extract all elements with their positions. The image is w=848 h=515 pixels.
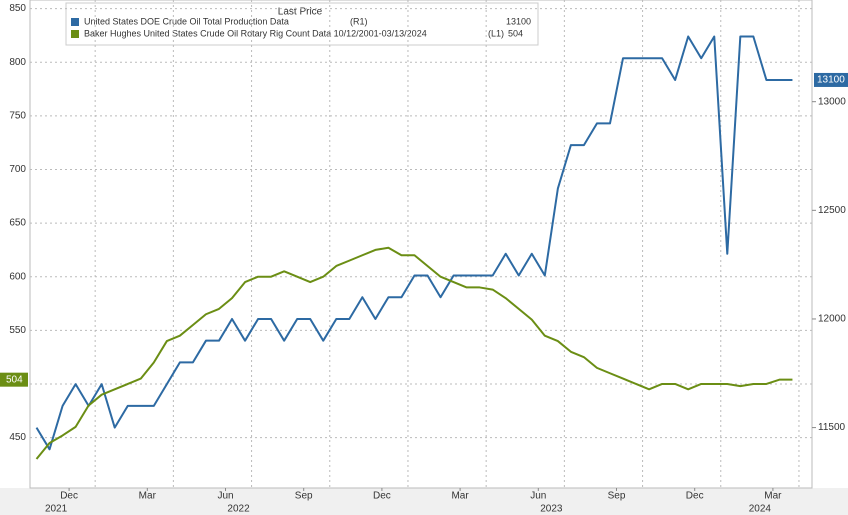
y-tick-label: 550 xyxy=(9,325,26,336)
last-price-label: 504 xyxy=(6,374,23,385)
y2-tick-label: 13000 xyxy=(818,96,846,107)
legend-label: United States DOE Crude Oil Total Produc… xyxy=(84,16,289,26)
legend: Last Price United States DOE Crude Oil T… xyxy=(65,2,539,46)
year-label: 2024 xyxy=(749,504,772,515)
series-line xyxy=(35,35,793,451)
legend-swatch xyxy=(71,18,79,26)
y2-tick-label: 12500 xyxy=(818,205,846,216)
x-tick-label: Mar xyxy=(451,491,469,502)
x-tick-label: Jun xyxy=(217,491,233,502)
legend-axis: (R1) xyxy=(350,16,368,26)
legend-box xyxy=(65,2,539,46)
y-tick-label: 600 xyxy=(9,271,26,282)
x-axis-band xyxy=(0,488,848,515)
y-tick-label: 850 xyxy=(9,3,26,14)
y2-tick-label: 12000 xyxy=(818,314,846,325)
y-tick-label: 450 xyxy=(9,432,26,443)
x-tick-label: Mar xyxy=(139,491,157,502)
x-tick-label: Dec xyxy=(686,491,704,502)
x-tick-label: Sep xyxy=(295,491,313,502)
legend-value: 13100 xyxy=(506,16,531,26)
legend-axis: (L1) xyxy=(488,28,504,38)
legend-label: Baker Hughes United States Crude Oil Rot… xyxy=(84,28,427,38)
legend-value: 504 xyxy=(508,28,523,38)
legend-title: Last Price xyxy=(278,7,323,18)
series-line xyxy=(35,246,793,460)
y-tick-label: 750 xyxy=(9,110,26,121)
x-tick-label: Jun xyxy=(530,491,546,502)
plot-frame xyxy=(29,0,813,489)
year-label: 2023 xyxy=(540,504,563,515)
year-label: 2022 xyxy=(227,504,250,515)
last-price-tag xyxy=(0,372,28,387)
x-tick-label: Dec xyxy=(60,491,78,502)
y2-tick-label: 11500 xyxy=(818,422,846,433)
x-tick-label: Mar xyxy=(764,491,782,502)
last-price-tag xyxy=(814,72,848,87)
legend-swatch xyxy=(71,30,79,38)
y-tick-label: 700 xyxy=(9,164,26,175)
y-tick-label: 650 xyxy=(9,218,26,229)
last-price-label: 13100 xyxy=(817,75,845,86)
y-tick-label: 800 xyxy=(9,57,26,68)
x-tick-label: Dec xyxy=(373,491,391,502)
year-label: 2021 xyxy=(45,504,68,515)
x-tick-label: Sep xyxy=(608,491,626,502)
